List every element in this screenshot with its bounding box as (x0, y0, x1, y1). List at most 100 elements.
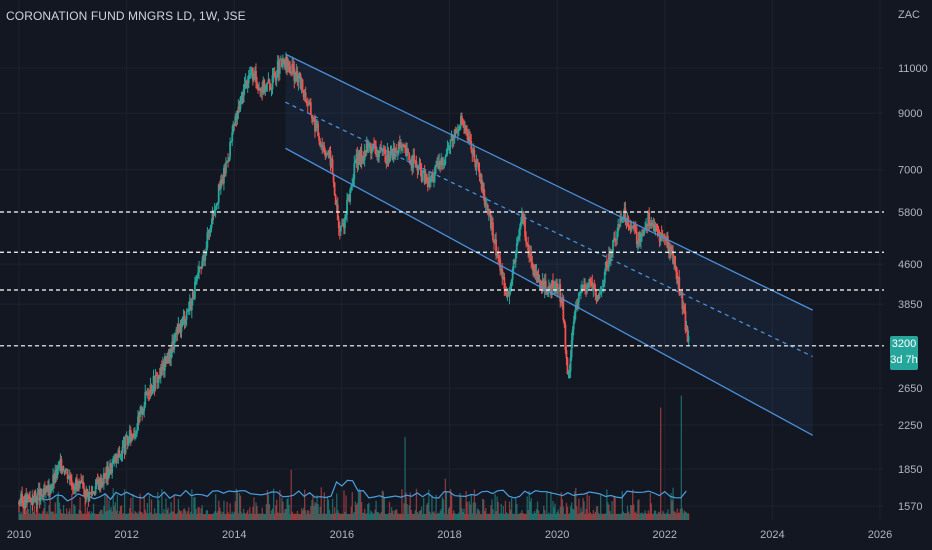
volume-bar (495, 511, 497, 520)
candle-body (135, 433, 137, 435)
volume-bar (66, 508, 68, 520)
volume-bar (113, 506, 115, 520)
volume-bar (211, 513, 214, 520)
volume-bar (645, 513, 647, 520)
volume-bar (507, 513, 510, 520)
candle-body (320, 144, 323, 147)
volume-bar (308, 510, 310, 520)
candle-body (422, 170, 425, 173)
candle-body (156, 375, 159, 383)
candle-body (631, 226, 634, 228)
candle-body (239, 97, 242, 109)
volume-bar (580, 507, 582, 520)
volume-bar (640, 512, 642, 520)
volume-bar (572, 508, 574, 520)
volume-bar (423, 497, 425, 520)
volume-bar (532, 513, 535, 520)
candle-body (153, 376, 156, 389)
volume-bar (653, 510, 656, 520)
volume-bar (589, 512, 591, 520)
candle-body (395, 151, 398, 154)
candle-body (285, 56, 287, 69)
volume-bar (291, 511, 293, 520)
candle-body (425, 174, 428, 183)
volume-bar (549, 513, 551, 520)
candle-body (171, 341, 174, 353)
volume-bar (34, 513, 37, 520)
candle-body (556, 282, 559, 290)
volume-bar (247, 510, 249, 520)
candle-body (383, 148, 386, 150)
volume-bar (390, 507, 393, 520)
candle-body (633, 224, 636, 229)
candle-body (492, 222, 494, 240)
candle-body (45, 489, 47, 494)
volume-bar (144, 509, 146, 520)
candle-body (39, 489, 42, 501)
candle-body (284, 62, 286, 69)
volume-bar (236, 491, 239, 520)
candle-body (128, 430, 131, 440)
candle-body (56, 468, 59, 478)
volume-bar (102, 513, 104, 520)
candle-body (590, 281, 593, 283)
volume-bar (132, 493, 134, 520)
volume-bar (185, 510, 187, 520)
candle-body (523, 216, 525, 222)
volume-bar (249, 507, 251, 520)
candle-body (27, 494, 30, 496)
candle-body (204, 254, 207, 261)
candle-body (686, 326, 689, 342)
candle-body (41, 495, 44, 498)
volume-bar (517, 513, 519, 520)
volume-bar (191, 489, 193, 520)
candle-body (577, 293, 580, 303)
volume-bar (290, 469, 292, 520)
volume-bar (505, 512, 508, 520)
volume-bar (33, 505, 36, 520)
candle-body (290, 71, 293, 74)
volume-bar (64, 514, 67, 520)
volume-bar (381, 490, 383, 520)
candle-body (582, 287, 584, 289)
volume-bar (586, 492, 588, 520)
volume-bar (482, 498, 484, 520)
volume-bar (371, 511, 373, 520)
x-axis-tick-label: 2016 (330, 529, 354, 541)
volume-bar (475, 513, 478, 520)
volume-bar (683, 510, 686, 520)
volume-bar (328, 509, 331, 520)
candle-body (605, 262, 608, 264)
candle-body (201, 260, 204, 268)
volume-bar (216, 512, 218, 520)
volume-bar (283, 512, 285, 520)
candle-body (59, 458, 62, 466)
candle-body (637, 232, 640, 243)
candle-body (210, 224, 213, 229)
candle-body (634, 228, 637, 233)
volume-bar (624, 513, 627, 520)
volume-bar (127, 513, 129, 520)
candle-body (134, 433, 136, 438)
candle-body (107, 466, 109, 478)
volume-bar (382, 491, 384, 520)
volume-bar (271, 508, 274, 520)
volume-bar (257, 513, 259, 520)
candle-body (310, 115, 313, 119)
volume-bar (242, 508, 245, 520)
candle-body (487, 209, 490, 214)
candle-body (145, 391, 148, 395)
volume-bar (376, 512, 378, 520)
candle-body (281, 59, 284, 67)
candle-body (379, 147, 382, 154)
volume-bar (500, 503, 502, 520)
volume-bar (443, 513, 446, 520)
volume-bar (604, 513, 606, 520)
candle-body (667, 247, 670, 254)
candle-body (352, 179, 355, 186)
candle-body (197, 272, 199, 276)
volume-bar (591, 513, 594, 520)
volume-bar (285, 509, 287, 520)
